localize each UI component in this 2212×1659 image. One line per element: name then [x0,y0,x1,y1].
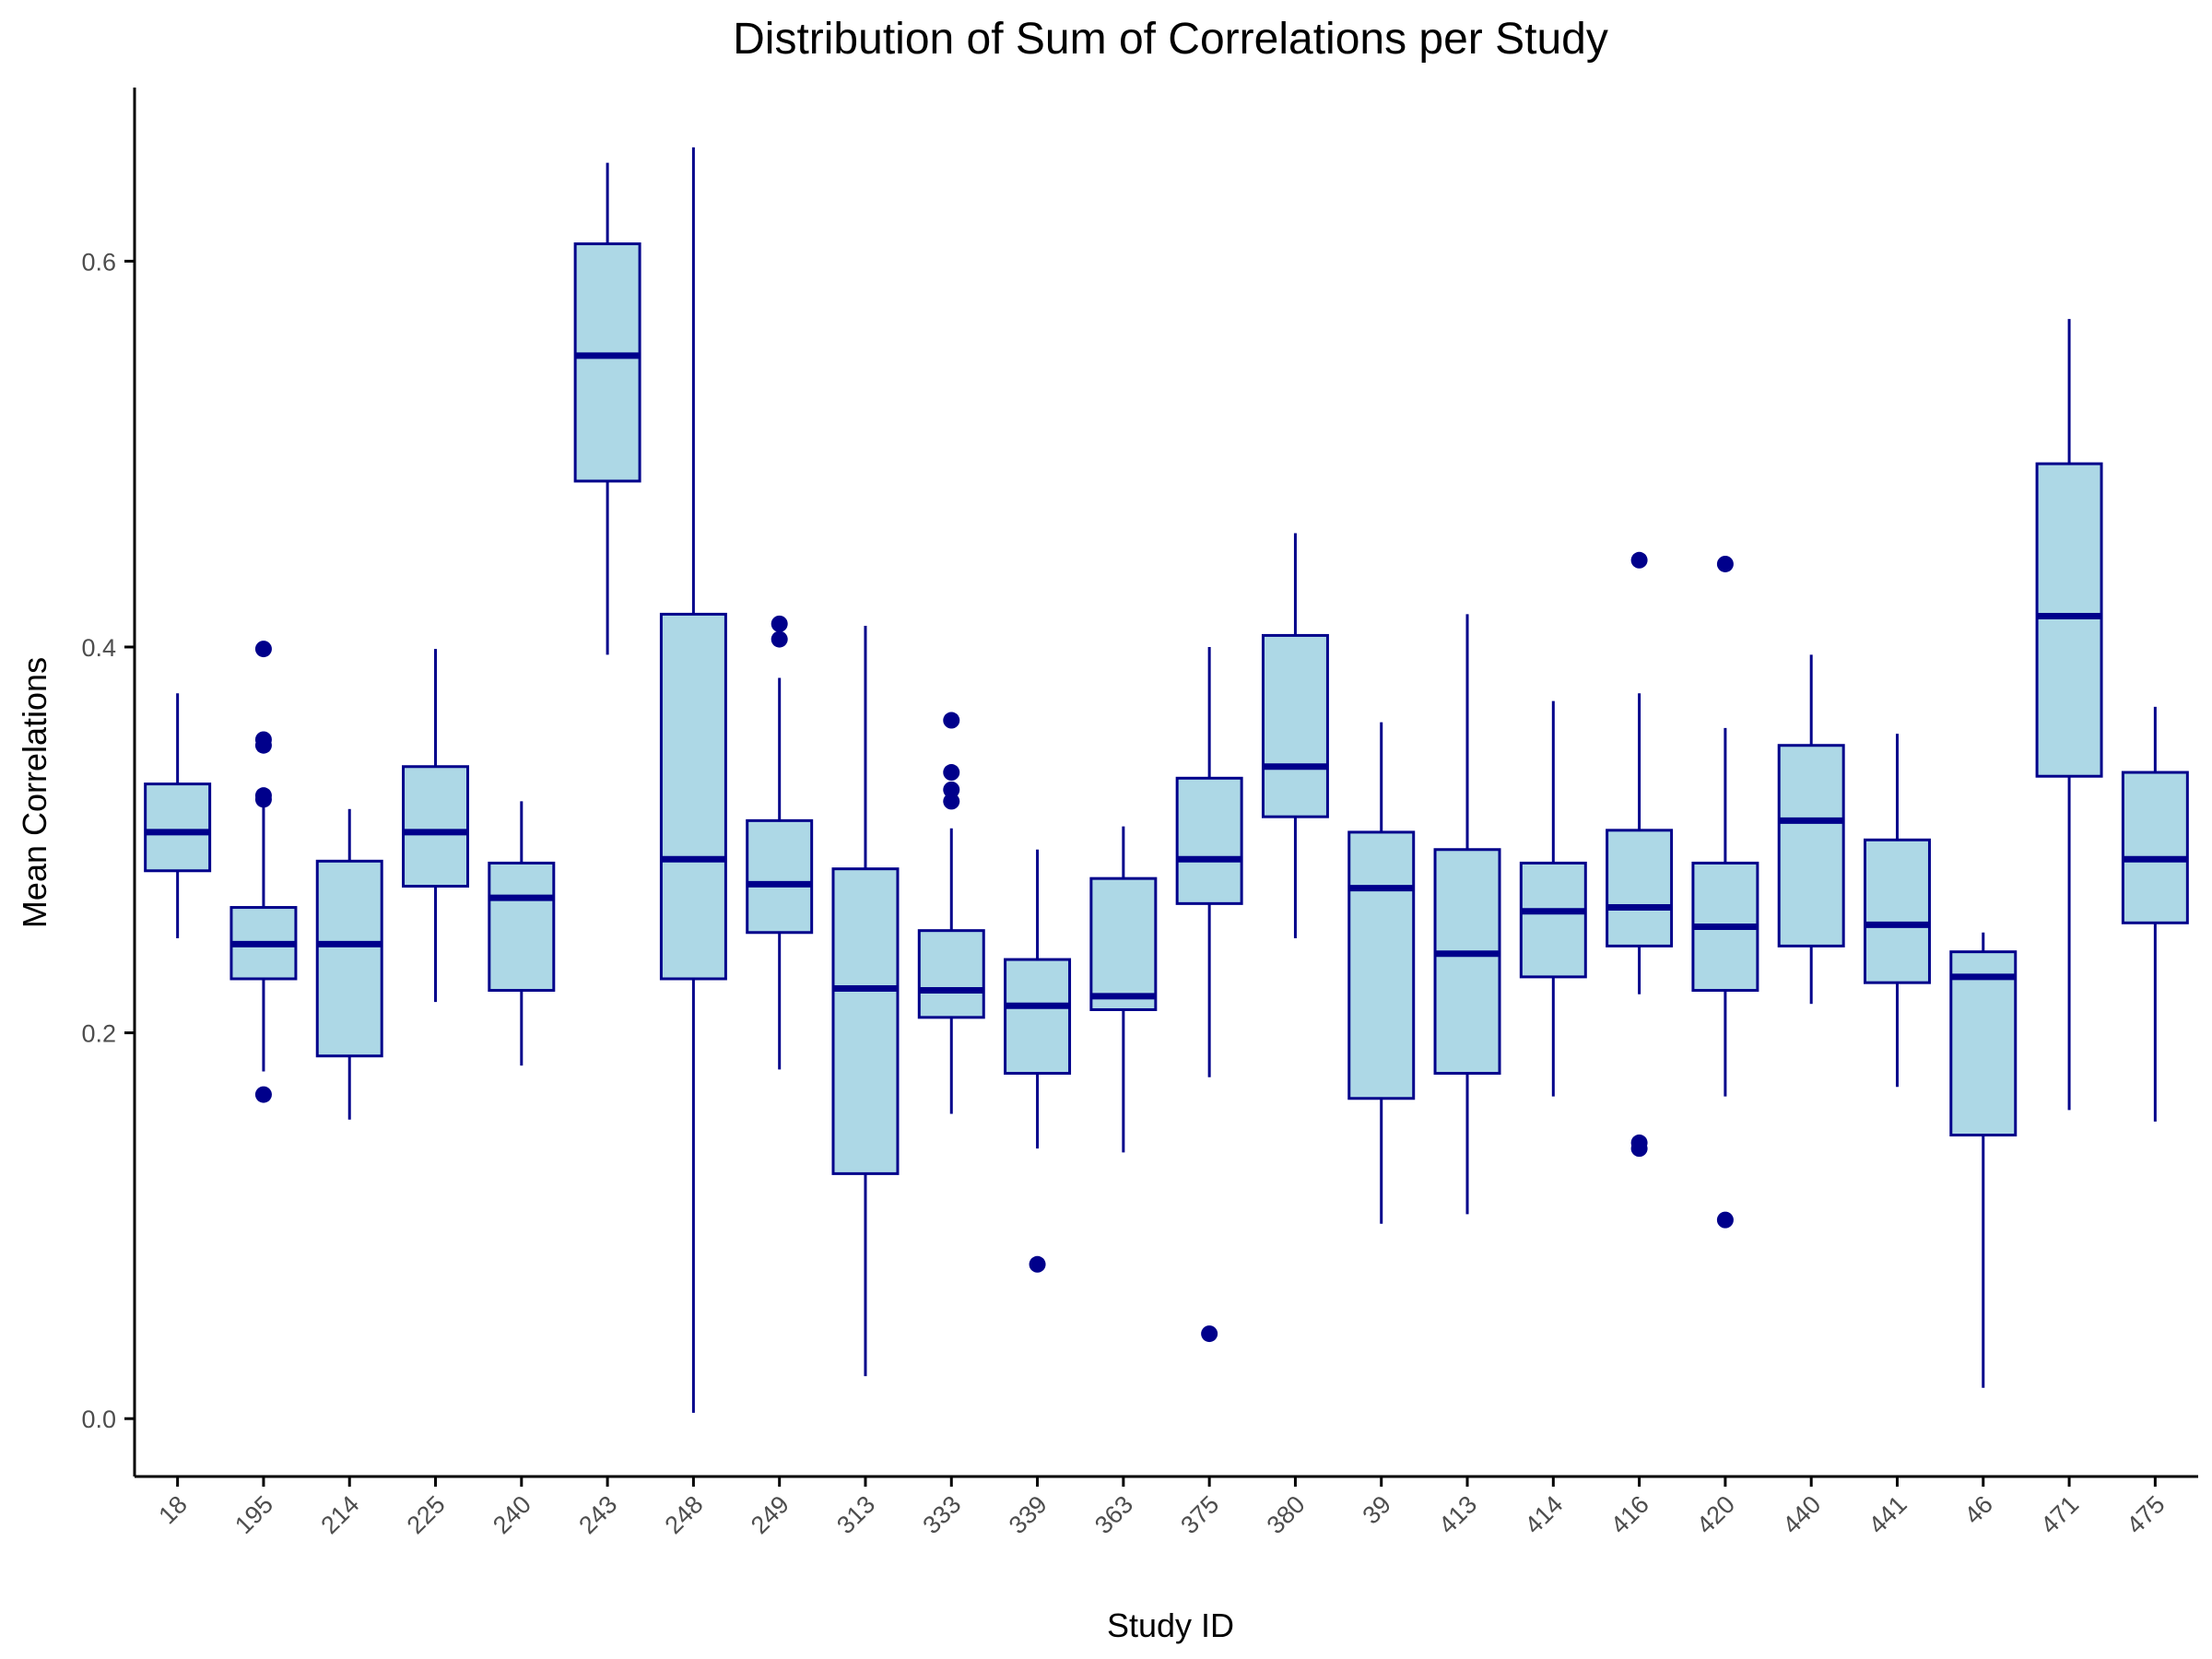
box-body [917,929,985,1019]
x-tick-label: 333 [917,1490,966,1539]
y-tick-label: 0.6 [81,248,116,276]
box-body [402,765,470,888]
outlier-point [254,731,272,748]
x-tick-label: 240 [488,1490,536,1539]
box-body [488,861,556,993]
outlier-point [254,787,272,805]
box-214 [315,808,383,1120]
x-tick-label: 195 [229,1490,278,1539]
box-group [144,147,2189,1413]
x-tick-label: 413 [1433,1490,1482,1539]
y-tick-label: 0.2 [81,1020,116,1048]
y-axis: 0.0 0.2 0.4 0.6 [81,88,136,1477]
y-axis-label: Mean Correlations [16,657,53,928]
box-body [2035,462,2103,778]
box-body [659,612,727,981]
outlier-point [943,764,960,782]
box-475 [2121,706,2189,1122]
outlier-point [943,712,960,729]
box-248 [659,147,727,1413]
x-tick-label: 471 [2035,1490,2084,1539]
x-tick-label: 46 [1959,1490,1998,1529]
box-420 [1691,555,1759,1229]
box-body [573,242,641,483]
box-339 [1004,849,1072,1273]
box-body [746,818,814,935]
outlier-point [1630,551,1648,569]
outlier-point [254,1086,272,1103]
x-tick-label: 339 [1004,1490,1053,1539]
chart-title: Distribution of Sum of Correlations per … [733,15,1608,64]
box-body [144,782,212,873]
box-body [1863,838,1931,984]
outlier-point [771,615,788,632]
x-tick-label: 249 [746,1490,794,1539]
outlier-point [1630,1134,1648,1151]
x-tick-label: 380 [1262,1490,1311,1539]
outlier-point [943,793,960,810]
box-243 [573,162,641,655]
box-body [1004,958,1072,1076]
x-tick-label: 420 [1691,1490,1740,1539]
x-tick-label: 363 [1089,1490,1138,1539]
box-body [1606,829,1674,947]
outlier-point [1716,555,1734,572]
y-tick-label: 0.0 [81,1406,116,1433]
box-413 [1433,614,1501,1215]
box-body [315,859,383,1058]
box-body [1433,848,1501,1076]
x-tick-label: 375 [1175,1490,1224,1539]
outlier-point [771,630,788,648]
box-body [1777,744,1845,947]
box-body [831,867,900,1175]
box-225 [402,649,470,1003]
box-body [1175,776,1243,905]
x-tick-label: 475 [2122,1490,2171,1539]
box-380 [1261,533,1329,939]
box-18 [144,693,212,939]
x-tick-label: 248 [660,1490,709,1539]
box-body [1089,877,1158,1011]
box-414 [1519,700,1587,1097]
outlier-point [943,781,960,798]
outlier-point [1716,1211,1734,1229]
box-240 [488,801,556,1066]
box-440 [1777,654,1845,1005]
box-363 [1089,826,1158,1153]
x-axis: 18 195 214 225 240 243 248 249 313 333 339 363 375 38… [135,1475,2198,1539]
x-tick-label: 414 [1519,1490,1568,1539]
box-39 [1347,722,1416,1224]
x-axis-label: Study ID [1107,1606,1234,1644]
box-441 [1863,734,1931,1088]
x-tick-label: 18 [153,1490,192,1529]
outlier-point [254,641,272,658]
box-375 [1175,646,1243,1343]
outlier-point [1029,1255,1046,1273]
box-body [1519,861,1587,979]
x-tick-label: 39 [1358,1490,1396,1529]
x-tick-label: 313 [831,1490,880,1539]
box-249 [746,615,814,1070]
x-tick-label: 416 [1606,1490,1654,1539]
x-tick-label: 214 [315,1490,364,1539]
box-body [1261,633,1329,818]
box-333 [917,712,985,1114]
x-tick-label: 243 [573,1490,622,1539]
box-195 [229,641,298,1103]
x-tick-label: 440 [1777,1490,1826,1539]
box-46 [1949,932,2018,1388]
x-tick-label: 441 [1864,1490,1912,1539]
box-416 [1606,551,1674,1158]
box-body [1949,950,2018,1137]
outlier-point [1201,1325,1218,1343]
box-471 [2035,319,2103,1111]
x-tick-label: 225 [402,1490,451,1539]
box-body [1347,830,1416,1100]
y-tick-label: 0.4 [81,634,116,662]
box-313 [831,625,900,1377]
box-body [2121,771,2189,924]
